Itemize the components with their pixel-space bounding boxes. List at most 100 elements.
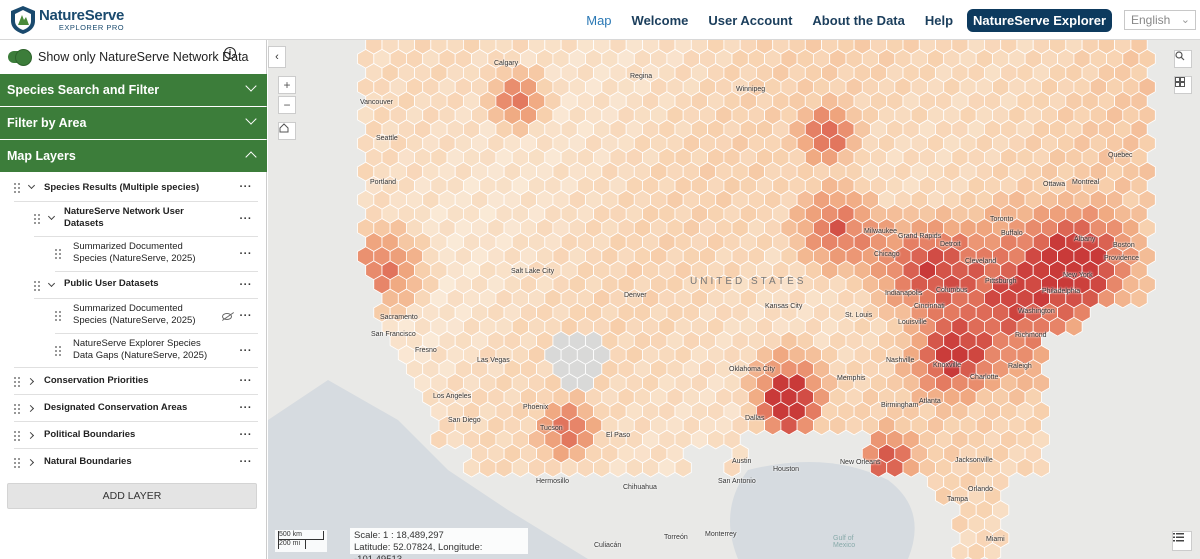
city-label: Tampa xyxy=(947,496,969,503)
drag-handle-icon[interactable] xyxy=(55,311,61,321)
drag-handle-icon[interactable] xyxy=(14,377,20,387)
divider xyxy=(14,201,258,202)
logo-mark-icon xyxy=(10,5,36,35)
more-options-icon[interactable]: ··· xyxy=(239,310,252,322)
expand-caret-icon[interactable] xyxy=(47,212,56,221)
city-label: Dallas xyxy=(745,415,765,422)
more-options-icon[interactable]: ··· xyxy=(239,456,252,468)
hex-cell[interactable] xyxy=(1130,288,1148,309)
nav-map[interactable]: Map xyxy=(586,12,612,28)
hex-cell[interactable] xyxy=(984,542,1002,559)
drag-handle-icon[interactable] xyxy=(14,404,20,414)
drag-handle-icon[interactable] xyxy=(14,458,20,468)
city-label: Chihuahua xyxy=(623,484,657,491)
panel-filter-area[interactable]: Filter by Area xyxy=(0,107,267,139)
more-options-icon[interactable]: ··· xyxy=(239,248,252,260)
expand-caret-icon[interactable] xyxy=(26,404,35,413)
scale-bar: 500 km 200 mi xyxy=(275,530,327,552)
nav-welcome[interactable]: Welcome xyxy=(631,12,689,28)
layer-natural-boundaries[interactable]: Natural Boundaries ··· xyxy=(0,449,258,476)
city-label: Chicago xyxy=(874,251,900,258)
drag-handle-icon[interactable] xyxy=(14,431,20,441)
city-label: Indianapolis xyxy=(885,290,923,297)
more-options-icon[interactable]: ··· xyxy=(239,213,252,225)
panel-map-layers[interactable]: Map Layers xyxy=(0,140,267,172)
more-options-icon[interactable]: ··· xyxy=(239,279,252,291)
map-view[interactable]: ‹ + − Calgary Regina Winnipeg Vancouver Seat… xyxy=(268,40,1200,559)
expand-caret-icon[interactable] xyxy=(26,458,35,467)
hex-cell[interactable] xyxy=(1032,457,1050,478)
city-label: Sacramento xyxy=(380,314,418,321)
chevron-down-icon xyxy=(245,113,257,125)
city-label: Milwaukee xyxy=(864,228,898,235)
layer-network-summary[interactable]: Summarized Documented Species (NatureSer… xyxy=(0,237,258,272)
hex-cell[interactable] xyxy=(1065,316,1083,337)
home-icon[interactable] xyxy=(278,122,296,140)
legend-list-icon[interactable] xyxy=(1172,531,1192,551)
info-icon[interactable]: i xyxy=(224,47,236,59)
panel-species-search[interactable]: Species Search and Filter xyxy=(0,74,267,106)
collapse-sidebar-button[interactable]: ‹ xyxy=(268,46,286,68)
zoom-out-button[interactable]: − xyxy=(278,96,296,114)
add-layer-button[interactable]: ADD LAYER xyxy=(7,483,257,509)
layer-conservation-priorities[interactable]: Conservation Priorities ··· xyxy=(0,368,258,395)
drag-handle-icon[interactable] xyxy=(34,214,40,224)
more-options-icon[interactable]: ··· xyxy=(239,429,252,441)
layer-designated-areas-label: Designated Conservation Areas xyxy=(44,402,188,413)
scale-mi: 200 mi xyxy=(278,540,306,549)
layer-public-datasets[interactable]: Public User Datasets ··· xyxy=(0,272,258,299)
language-select[interactable]: English ⌄ xyxy=(1124,10,1196,30)
city-label: Birmingham xyxy=(881,402,919,409)
city-label: Buffalo xyxy=(1001,230,1023,237)
drag-handle-icon[interactable] xyxy=(14,183,20,193)
nav-user-account[interactable]: User Account xyxy=(708,12,793,28)
zoom-in-button[interactable]: + xyxy=(278,76,296,94)
city-label: Los Angeles xyxy=(433,393,472,400)
visibility-off-icon[interactable] xyxy=(222,313,232,320)
layer-designated-areas[interactable]: Designated Conservation Areas ··· xyxy=(0,395,258,422)
layer-public-summary[interactable]: Summarized Documented Species (NatureSer… xyxy=(0,299,258,334)
divider xyxy=(14,367,258,368)
city-label: Torreón xyxy=(664,534,688,541)
expand-caret-icon[interactable] xyxy=(27,181,36,190)
basemap-gallery-icon[interactable] xyxy=(1174,76,1192,94)
hex-cell[interactable] xyxy=(674,457,692,478)
drag-handle-icon[interactable] xyxy=(55,346,61,356)
layer-network-datasets[interactable]: NatureServe Network User Datasets ··· xyxy=(0,202,258,237)
natureserve-explorer-button[interactable]: NatureServe Explorer xyxy=(967,8,1112,32)
layer-data-gaps[interactable]: NatureServe Explorer Species Data Gaps (… xyxy=(0,334,258,368)
divider xyxy=(34,236,258,237)
search-icon[interactable] xyxy=(1174,50,1192,68)
expand-caret-icon[interactable] xyxy=(47,279,56,288)
network-data-toggle[interactable] xyxy=(8,49,32,66)
drag-handle-icon[interactable] xyxy=(55,249,61,259)
natureserve-logo[interactable]: NatureServe EXPLORER PRO xyxy=(10,2,124,38)
hex-map-canvas[interactable] xyxy=(268,40,1200,559)
drag-handle-icon[interactable] xyxy=(34,281,40,291)
more-options-icon[interactable]: ··· xyxy=(239,181,252,193)
nav-about-data[interactable]: About the Data xyxy=(812,12,905,28)
city-label: Phoenix xyxy=(523,404,549,411)
logo-title: NatureServe xyxy=(39,7,125,25)
chevron-down-icon: ⌄ xyxy=(1180,14,1190,26)
more-options-icon[interactable]: ··· xyxy=(239,402,252,414)
city-label: Detroit xyxy=(940,241,961,248)
city-label: Cleveland xyxy=(965,258,997,265)
divider xyxy=(14,448,258,449)
city-label: Monterrey xyxy=(705,531,737,538)
more-options-icon[interactable]: ··· xyxy=(239,345,252,357)
city-label: Providence xyxy=(1104,255,1140,262)
hex-cell[interactable] xyxy=(723,457,741,478)
city-label: San Diego xyxy=(448,417,481,424)
city-label: Seattle xyxy=(376,135,398,142)
expand-caret-icon[interactable] xyxy=(26,431,35,440)
city-label: Cincinnati xyxy=(914,303,945,310)
city-label: Fresno xyxy=(415,347,437,354)
layer-species-results[interactable]: Species Results (Multiple species) ··· xyxy=(0,174,258,202)
layer-political-boundaries[interactable]: Political Boundaries ··· xyxy=(0,422,258,449)
city-label: St. Louis xyxy=(845,312,873,319)
nav-help[interactable]: Help xyxy=(924,12,954,28)
layer-natural-boundaries-label: Natural Boundaries xyxy=(44,456,132,467)
expand-caret-icon[interactable] xyxy=(26,377,35,386)
more-options-icon[interactable]: ··· xyxy=(239,375,252,387)
